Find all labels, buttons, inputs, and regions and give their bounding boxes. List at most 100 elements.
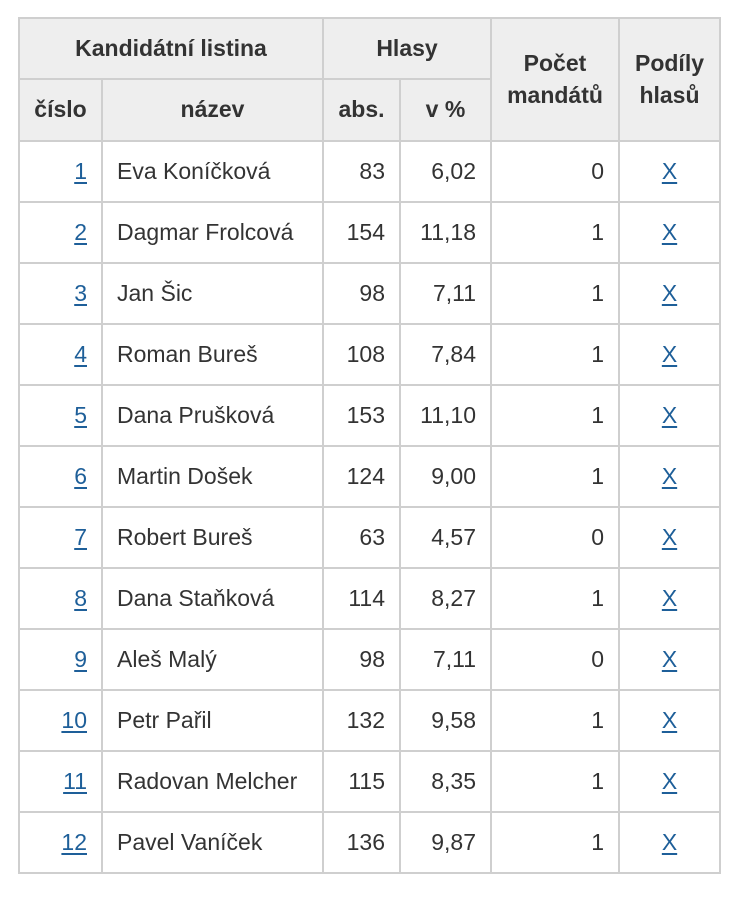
vote-share-link[interactable]: X bbox=[661, 645, 678, 672]
votes-absolute: 124 bbox=[322, 445, 401, 508]
vote-share-cell: X bbox=[618, 140, 721, 203]
table-row: 10 Petr Pařil 132 9,58 1 X bbox=[18, 689, 721, 752]
votes-absolute: 63 bbox=[322, 506, 401, 569]
vote-share-cell: X bbox=[618, 689, 721, 752]
candidate-name: Robert Bureš bbox=[101, 506, 324, 569]
candidate-name: Radovan Melcher bbox=[101, 750, 324, 813]
table-row: 5 Dana Prušková 153 11,10 1 X bbox=[18, 384, 721, 447]
candidate-number-link[interactable]: 5 bbox=[74, 401, 87, 428]
candidate-number-cell: 8 bbox=[18, 567, 103, 630]
candidate-number-link[interactable]: 2 bbox=[74, 218, 87, 245]
votes-absolute: 153 bbox=[322, 384, 401, 447]
table-row: 4 Roman Bureš 108 7,84 1 X bbox=[18, 323, 721, 386]
candidate-number-link[interactable]: 12 bbox=[61, 828, 87, 855]
vote-share-link[interactable]: X bbox=[661, 767, 678, 794]
vote-share-cell: X bbox=[618, 628, 721, 691]
vote-share-cell: X bbox=[618, 384, 721, 447]
candidate-number-link[interactable]: 11 bbox=[63, 767, 87, 794]
candidate-name: Eva Koníčková bbox=[101, 140, 324, 203]
candidate-number-link[interactable]: 8 bbox=[74, 584, 87, 611]
mandate-count: 1 bbox=[490, 262, 620, 325]
vote-share-link[interactable]: X bbox=[661, 279, 678, 306]
mandate-count: 0 bbox=[490, 140, 620, 203]
header-candidate-list: Kandidátní listina bbox=[18, 17, 324, 80]
votes-percent: 6,02 bbox=[399, 140, 492, 203]
votes-percent: 11,10 bbox=[399, 384, 492, 447]
header-vote-shares: Podíly hlasů bbox=[618, 17, 721, 142]
candidate-number-link[interactable]: 1 bbox=[74, 157, 87, 184]
candidate-name: Petr Pařil bbox=[101, 689, 324, 752]
vote-share-cell: X bbox=[618, 201, 721, 264]
candidate-number-link[interactable]: 6 bbox=[74, 462, 87, 489]
candidate-number-link[interactable]: 10 bbox=[61, 706, 87, 733]
table-row: 3 Jan Šic 98 7,11 1 X bbox=[18, 262, 721, 325]
mandate-count: 1 bbox=[490, 567, 620, 630]
table-header: Kandidátní listina Hlasy Počet mandátů P… bbox=[18, 17, 721, 142]
table-body: 1 Eva Koníčková 83 6,02 0 X 2 Dagmar Frolcová 15… bbox=[18, 140, 721, 874]
votes-percent: 4,57 bbox=[399, 506, 492, 569]
table-row: 8 Dana Staňková 114 8,27 1 X bbox=[18, 567, 721, 630]
header-mandates: Počet mandátů bbox=[490, 17, 620, 142]
candidate-number-link[interactable]: 9 bbox=[74, 645, 87, 672]
vote-share-link[interactable]: X bbox=[661, 157, 678, 184]
votes-absolute: 154 bbox=[322, 201, 401, 264]
vote-share-link[interactable]: X bbox=[661, 523, 678, 550]
mandate-count: 0 bbox=[490, 506, 620, 569]
votes-percent: 11,18 bbox=[399, 201, 492, 264]
header-votes-abs: abs. bbox=[322, 78, 401, 142]
mandate-count: 1 bbox=[490, 811, 620, 874]
vote-share-link[interactable]: X bbox=[661, 340, 678, 367]
votes-percent: 9,00 bbox=[399, 445, 492, 508]
header-votes: Hlasy bbox=[322, 17, 492, 80]
candidate-name: Pavel Vaníček bbox=[101, 811, 324, 874]
vote-share-link[interactable]: X bbox=[661, 584, 678, 611]
results-table: Kandidátní listina Hlasy Počet mandátů P… bbox=[18, 17, 721, 874]
mandate-count: 1 bbox=[490, 689, 620, 752]
vote-share-link[interactable]: X bbox=[661, 401, 678, 428]
table-row: 11 Radovan Melcher 115 8,35 1 X bbox=[18, 750, 721, 813]
votes-absolute: 115 bbox=[322, 750, 401, 813]
vote-share-link[interactable]: X bbox=[661, 828, 678, 855]
votes-absolute: 132 bbox=[322, 689, 401, 752]
candidate-name: Roman Bureš bbox=[101, 323, 324, 386]
candidate-number-link[interactable]: 7 bbox=[74, 523, 87, 550]
votes-percent: 7,84 bbox=[399, 323, 492, 386]
votes-absolute: 114 bbox=[322, 567, 401, 630]
vote-share-link[interactable]: X bbox=[661, 706, 678, 733]
header-name: název bbox=[101, 78, 324, 142]
header-row-top: Kandidátní listina Hlasy Počet mandátů P… bbox=[18, 17, 721, 142]
vote-share-cell: X bbox=[618, 262, 721, 325]
candidate-number-cell: 6 bbox=[18, 445, 103, 508]
candidate-name: Dagmar Frolcová bbox=[101, 201, 324, 264]
table-row: 9 Aleš Malý 98 7,11 0 X bbox=[18, 628, 721, 691]
header-number: číslo bbox=[18, 78, 103, 142]
votes-percent: 8,35 bbox=[399, 750, 492, 813]
table-row: 2 Dagmar Frolcová 154 11,18 1 X bbox=[18, 201, 721, 264]
header-votes-pct: v % bbox=[399, 78, 492, 142]
vote-share-cell: X bbox=[618, 323, 721, 386]
votes-absolute: 98 bbox=[322, 262, 401, 325]
vote-share-cell: X bbox=[618, 811, 721, 874]
candidate-number-cell: 1 bbox=[18, 140, 103, 203]
candidate-name: Dana Staňková bbox=[101, 567, 324, 630]
candidate-number-link[interactable]: 4 bbox=[74, 340, 87, 367]
candidate-number-cell: 2 bbox=[18, 201, 103, 264]
votes-absolute: 136 bbox=[322, 811, 401, 874]
votes-absolute: 83 bbox=[322, 140, 401, 203]
mandate-count: 1 bbox=[490, 445, 620, 508]
table-row: 7 Robert Bureš 63 4,57 0 X bbox=[18, 506, 721, 569]
candidate-name: Jan Šic bbox=[101, 262, 324, 325]
candidate-number-cell: 5 bbox=[18, 384, 103, 447]
mandate-count: 1 bbox=[490, 384, 620, 447]
vote-share-link[interactable]: X bbox=[661, 218, 678, 245]
votes-percent: 9,87 bbox=[399, 811, 492, 874]
vote-share-cell: X bbox=[618, 567, 721, 630]
candidate-name: Martin Došek bbox=[101, 445, 324, 508]
candidate-number-cell: 3 bbox=[18, 262, 103, 325]
table-row: 1 Eva Koníčková 83 6,02 0 X bbox=[18, 140, 721, 203]
candidate-name: Dana Prušková bbox=[101, 384, 324, 447]
vote-share-link[interactable]: X bbox=[661, 462, 678, 489]
votes-percent: 9,58 bbox=[399, 689, 492, 752]
votes-percent: 7,11 bbox=[399, 628, 492, 691]
candidate-number-link[interactable]: 3 bbox=[74, 279, 87, 306]
